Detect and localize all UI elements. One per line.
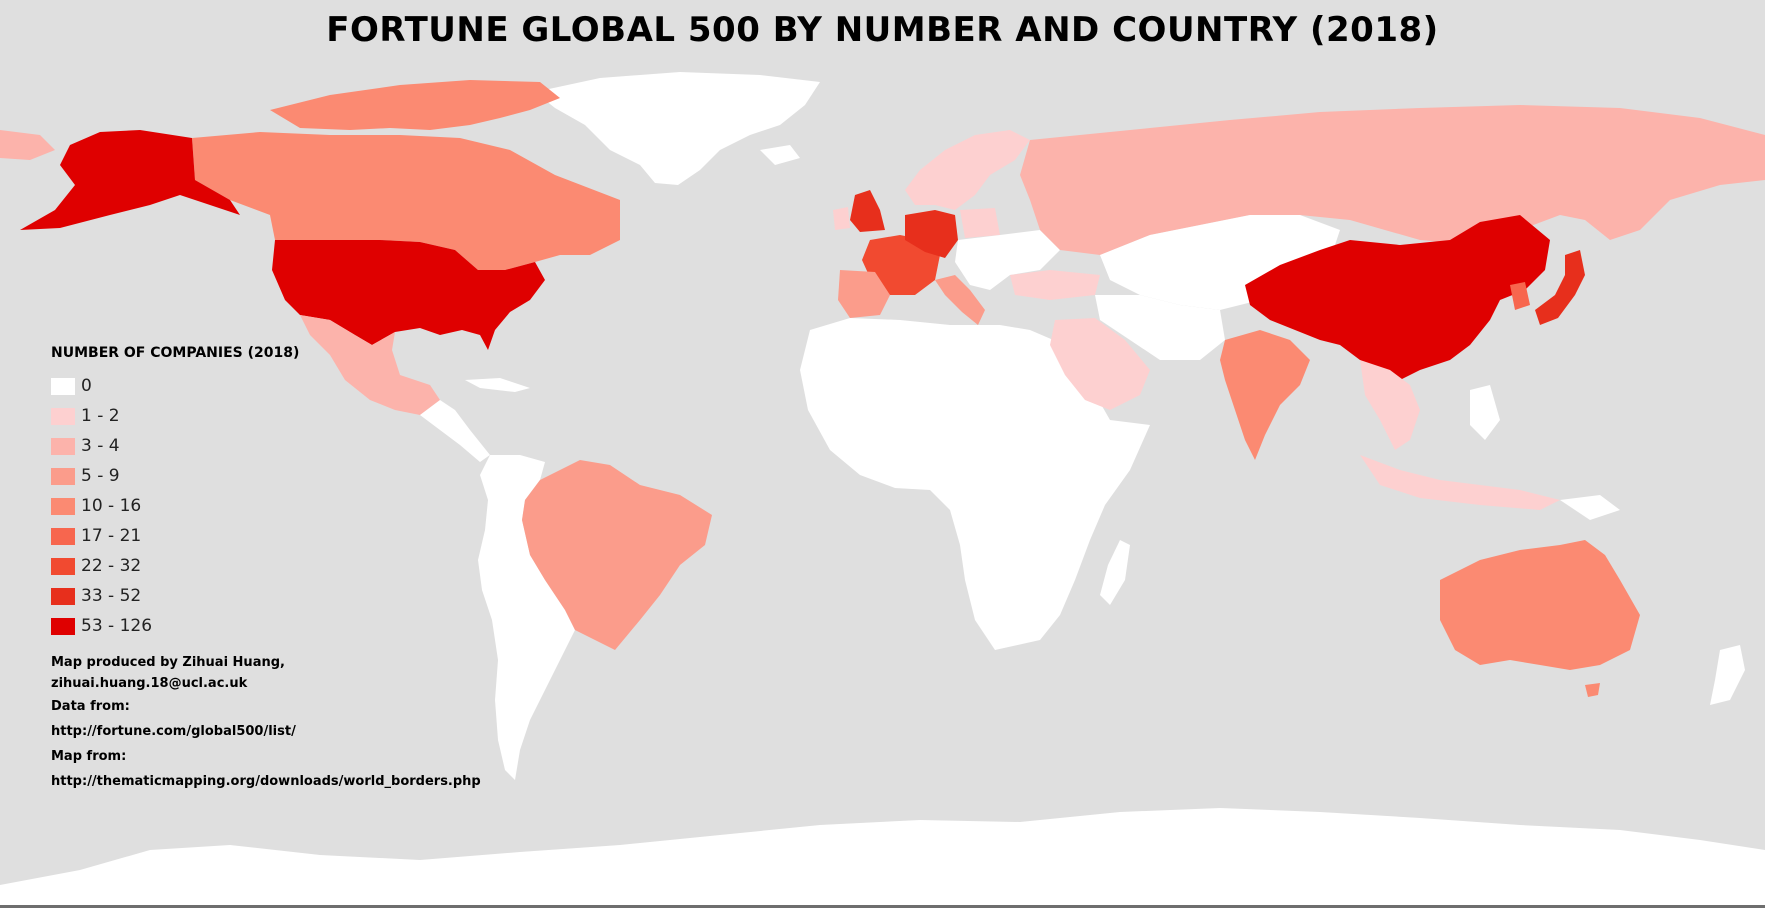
region-antarctica bbox=[0, 808, 1765, 905]
legend-swatch bbox=[51, 587, 75, 605]
region-papua bbox=[1560, 495, 1620, 520]
region-russia bbox=[1020, 105, 1765, 255]
region-france bbox=[862, 235, 940, 295]
legend-item: 0 bbox=[51, 371, 451, 401]
credit-map-url: http://thematicmapping.org/downloads/wor… bbox=[51, 774, 481, 789]
legend-swatch bbox=[51, 407, 75, 425]
legend-label: 17 - 21 bbox=[81, 526, 142, 546]
region-usa bbox=[272, 240, 545, 350]
region-mexico bbox=[300, 315, 440, 415]
legend-swatch bbox=[51, 497, 75, 515]
region-italy bbox=[935, 275, 985, 325]
legend-item: 22 - 32 bbox=[51, 551, 451, 581]
region-iran bbox=[1095, 295, 1225, 360]
legend-swatch bbox=[51, 437, 75, 455]
region-tasmania bbox=[1585, 683, 1600, 697]
region-germany bbox=[905, 210, 958, 258]
region-southeast-asia bbox=[1360, 360, 1420, 450]
legend-swatch bbox=[51, 377, 75, 395]
region-central-america bbox=[420, 400, 490, 462]
credit-map-label: Map from: bbox=[51, 749, 127, 764]
bottom-border bbox=[0, 905, 1765, 908]
region-philippines bbox=[1470, 385, 1500, 440]
region-russia-west-tip bbox=[0, 130, 55, 160]
legend-item: 3 - 4 bbox=[51, 431, 451, 461]
region-australia bbox=[1440, 540, 1640, 670]
region-indonesia bbox=[1360, 455, 1560, 510]
region-turkey bbox=[1010, 270, 1100, 300]
legend-item: 53 - 126 bbox=[51, 611, 451, 641]
legend-swatch bbox=[51, 557, 75, 575]
region-india bbox=[1220, 330, 1310, 460]
legend-label: 22 - 32 bbox=[81, 556, 142, 576]
legend-label: 0 bbox=[81, 376, 92, 396]
credit-email: zihuai.huang.18@ucl.ac.uk bbox=[51, 676, 248, 691]
region-brazil bbox=[522, 460, 712, 650]
region-korea bbox=[1510, 282, 1530, 310]
map-legend: NUMBER OF COMPANIES (2018) 0 1 - 2 3 - 4… bbox=[51, 345, 451, 641]
region-cuba bbox=[465, 378, 530, 392]
map-title: FORTUNE GLOBAL 500 BY NUMBER AND COUNTRY… bbox=[326, 10, 1439, 50]
legend-item: 33 - 52 bbox=[51, 581, 451, 611]
credit-data-label: Data from: bbox=[51, 699, 130, 714]
region-scandinavia bbox=[905, 130, 1030, 210]
credit-data-url: http://fortune.com/global500/list/ bbox=[51, 724, 296, 739]
credit-author: Map produced by Zihuai Huang, bbox=[51, 655, 285, 670]
legend-item: 1 - 2 bbox=[51, 401, 451, 431]
legend-title: NUMBER OF COMPANIES (2018) bbox=[51, 345, 300, 361]
region-iceland bbox=[760, 145, 800, 165]
legend-label: 5 - 9 bbox=[81, 466, 120, 486]
legend-label: 53 - 126 bbox=[81, 616, 153, 636]
region-south-america bbox=[478, 455, 575, 780]
region-saudi-arabia bbox=[1050, 318, 1150, 410]
region-china bbox=[1245, 215, 1550, 380]
region-eastern-europe bbox=[955, 230, 1060, 290]
region-madagascar bbox=[1100, 540, 1130, 605]
region-spain bbox=[838, 270, 890, 318]
legend-label: 3 - 4 bbox=[81, 436, 120, 456]
legend-swatch bbox=[51, 467, 75, 485]
region-canada-islands bbox=[270, 80, 560, 130]
region-canada bbox=[192, 132, 620, 270]
legend-swatch bbox=[51, 617, 75, 635]
region-poland bbox=[960, 208, 1000, 238]
legend-label: 1 - 2 bbox=[81, 406, 120, 426]
legend-item: 5 - 9 bbox=[51, 461, 451, 491]
legend-item: 10 - 16 bbox=[51, 491, 451, 521]
region-uk bbox=[850, 190, 885, 232]
legend-swatch bbox=[51, 527, 75, 545]
region-africa bbox=[800, 318, 1150, 650]
legend-label: 33 - 52 bbox=[81, 586, 142, 606]
region-alaska bbox=[20, 130, 240, 230]
region-japan bbox=[1535, 250, 1585, 325]
legend-item: 17 - 21 bbox=[51, 521, 451, 551]
region-ireland bbox=[833, 207, 850, 230]
region-new-zealand bbox=[1710, 645, 1745, 705]
legend-label: 10 - 16 bbox=[81, 496, 142, 516]
region-greenland bbox=[535, 72, 820, 185]
map-credits: Map produced by Zihuai Huang, zihuai.hua… bbox=[51, 652, 481, 794]
